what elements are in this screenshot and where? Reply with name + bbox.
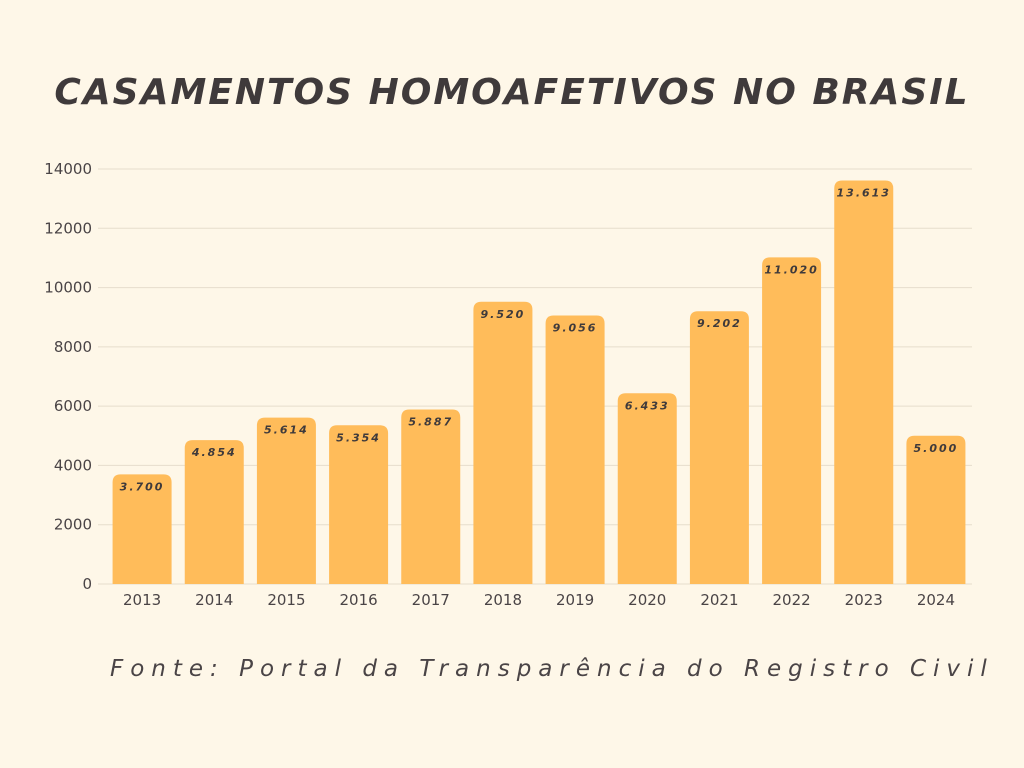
data-labels: 3.700 4.854 5.614 5.354 5.887 9.520 9.056 6.433… bbox=[120, 186, 959, 493]
x-tick-label: 2018 bbox=[484, 591, 522, 609]
bar-2023 bbox=[834, 180, 894, 584]
data-label-2014: 4.854 bbox=[191, 446, 237, 459]
x-tick-label: 2023 bbox=[845, 591, 883, 609]
x-tick-label: 2015 bbox=[267, 591, 305, 609]
bar-2017 bbox=[401, 409, 461, 584]
data-label-2017: 5.887 bbox=[408, 415, 453, 428]
y-tick-label: 2000 bbox=[54, 516, 92, 534]
bar-2020 bbox=[617, 393, 677, 584]
x-axis: 2013 2014 2015 2016 2017 2018 2019 2020 2021 2022… bbox=[123, 591, 955, 609]
data-label-2020: 6.433 bbox=[625, 399, 670, 412]
bars bbox=[112, 180, 966, 584]
bar-2014 bbox=[184, 440, 244, 584]
data-label-2016: 5.354 bbox=[336, 431, 381, 444]
x-tick-label: 2016 bbox=[339, 591, 377, 609]
data-label-2024: 5.000 bbox=[914, 442, 959, 455]
bar-2024 bbox=[906, 435, 966, 584]
x-tick-label: 2017 bbox=[412, 591, 450, 609]
x-tick-label: 2021 bbox=[700, 591, 738, 609]
y-tick-label: 14000 bbox=[44, 160, 92, 178]
bar-2018 bbox=[473, 301, 533, 584]
data-label-2018: 9.520 bbox=[481, 308, 526, 321]
data-label-2022: 11.020 bbox=[764, 263, 818, 276]
x-tick-label: 2014 bbox=[195, 591, 233, 609]
data-label-2023: 13.613 bbox=[837, 186, 891, 199]
y-tick-label: 8000 bbox=[54, 338, 92, 356]
data-label-2013: 3.700 bbox=[120, 480, 165, 493]
y-tick-label: 4000 bbox=[54, 456, 92, 474]
data-label-2019: 9.056 bbox=[553, 322, 598, 335]
data-label-2021: 9.202 bbox=[697, 317, 742, 330]
bar-2021 bbox=[689, 311, 749, 584]
bar-2013 bbox=[112, 474, 172, 584]
bar-2016 bbox=[329, 425, 389, 584]
bar-2019 bbox=[545, 315, 605, 584]
x-tick-label: 2019 bbox=[556, 591, 594, 609]
y-axis: 0 2000 4000 6000 8000 10000 12000 14000 bbox=[44, 160, 92, 593]
y-tick-label: 10000 bbox=[44, 279, 92, 297]
chart-title: CASAMENTOS HOMOAFETIVOS NO BRASIL bbox=[54, 72, 970, 113]
chart-source: Fonte: Portal da Transparência do Regist… bbox=[110, 656, 994, 682]
x-tick-label: 2020 bbox=[628, 591, 666, 609]
data-label-2015: 5.614 bbox=[264, 424, 309, 437]
bar-2015 bbox=[256, 417, 316, 584]
x-tick-label: 2024 bbox=[917, 591, 955, 609]
x-tick-label: 2013 bbox=[123, 591, 161, 609]
bar-2022 bbox=[762, 257, 822, 584]
x-tick-label: 2022 bbox=[772, 591, 810, 609]
y-tick-label: 6000 bbox=[54, 397, 92, 415]
y-tick-label: 12000 bbox=[44, 219, 92, 237]
y-tick-label: 0 bbox=[82, 575, 92, 593]
